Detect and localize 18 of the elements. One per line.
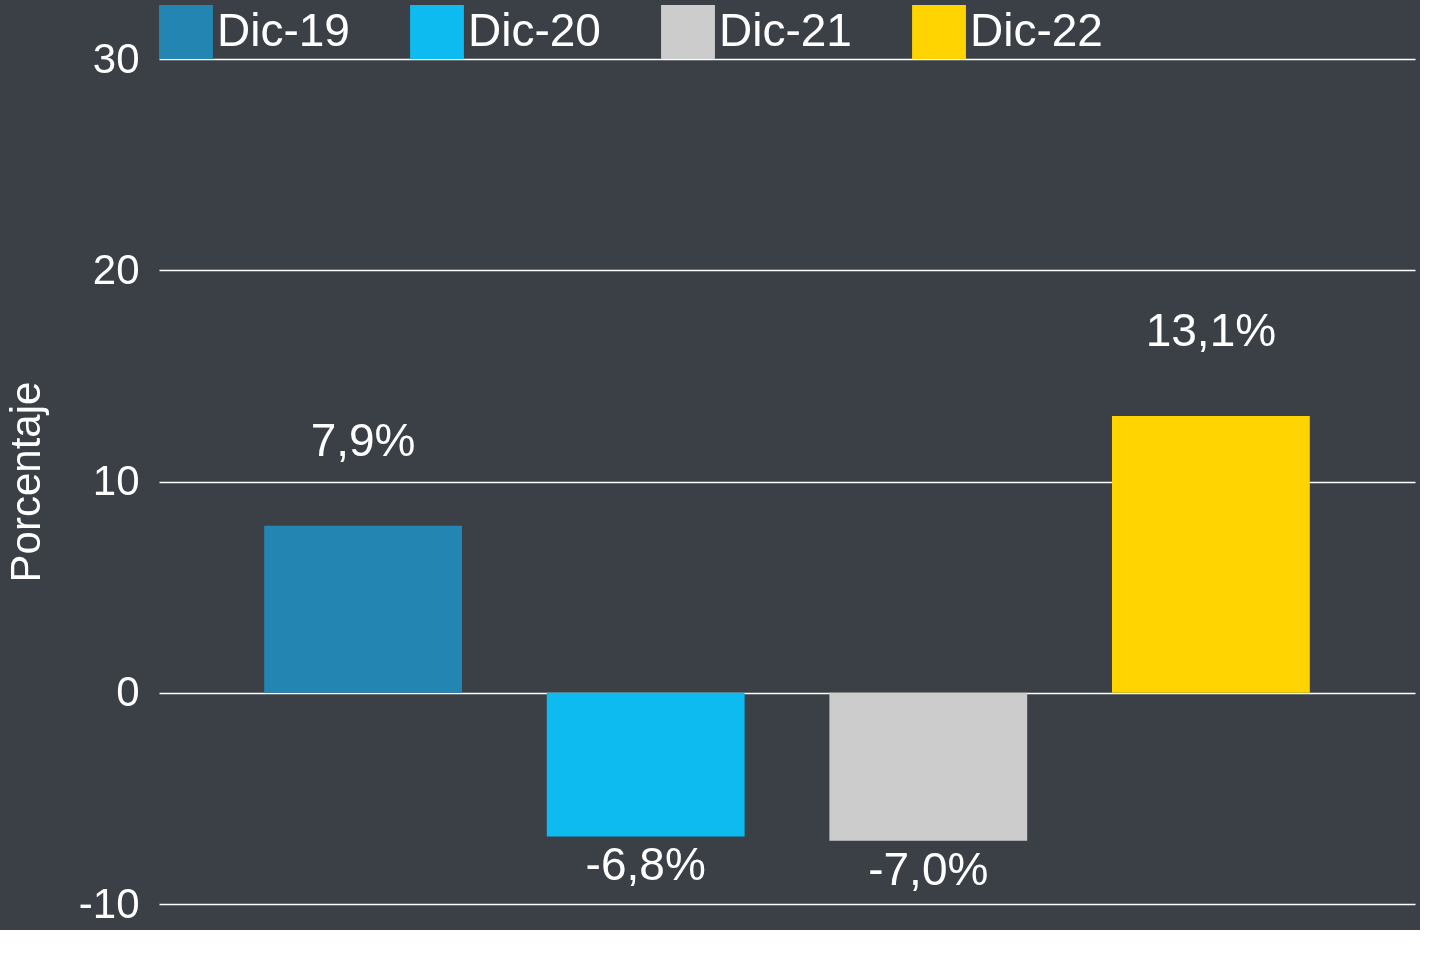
bar bbox=[264, 525, 463, 693]
y-tick-label: 0 bbox=[116, 668, 140, 716]
legend-label: Dic-20 bbox=[468, 4, 601, 57]
y-axis-title: Porcentaje bbox=[1, 381, 49, 583]
y-tick-label: -10 bbox=[78, 879, 140, 927]
bar bbox=[546, 692, 745, 837]
legend-label: Dic-19 bbox=[217, 4, 350, 57]
bar bbox=[1111, 416, 1310, 693]
y-tick-label: 10 bbox=[92, 457, 140, 504]
data-label: 7,9% bbox=[310, 413, 416, 466]
data-label: -7,0% bbox=[868, 842, 989, 895]
data-label: 13,1% bbox=[1145, 304, 1277, 357]
y-tick-label: 30 bbox=[92, 34, 140, 82]
legend-label: Dic-22 bbox=[970, 4, 1103, 57]
bar bbox=[829, 692, 1028, 841]
y-tick-label: 20 bbox=[92, 245, 140, 293]
legend-label: Dic-21 bbox=[719, 4, 852, 57]
data-label: -6,8% bbox=[585, 838, 706, 891]
